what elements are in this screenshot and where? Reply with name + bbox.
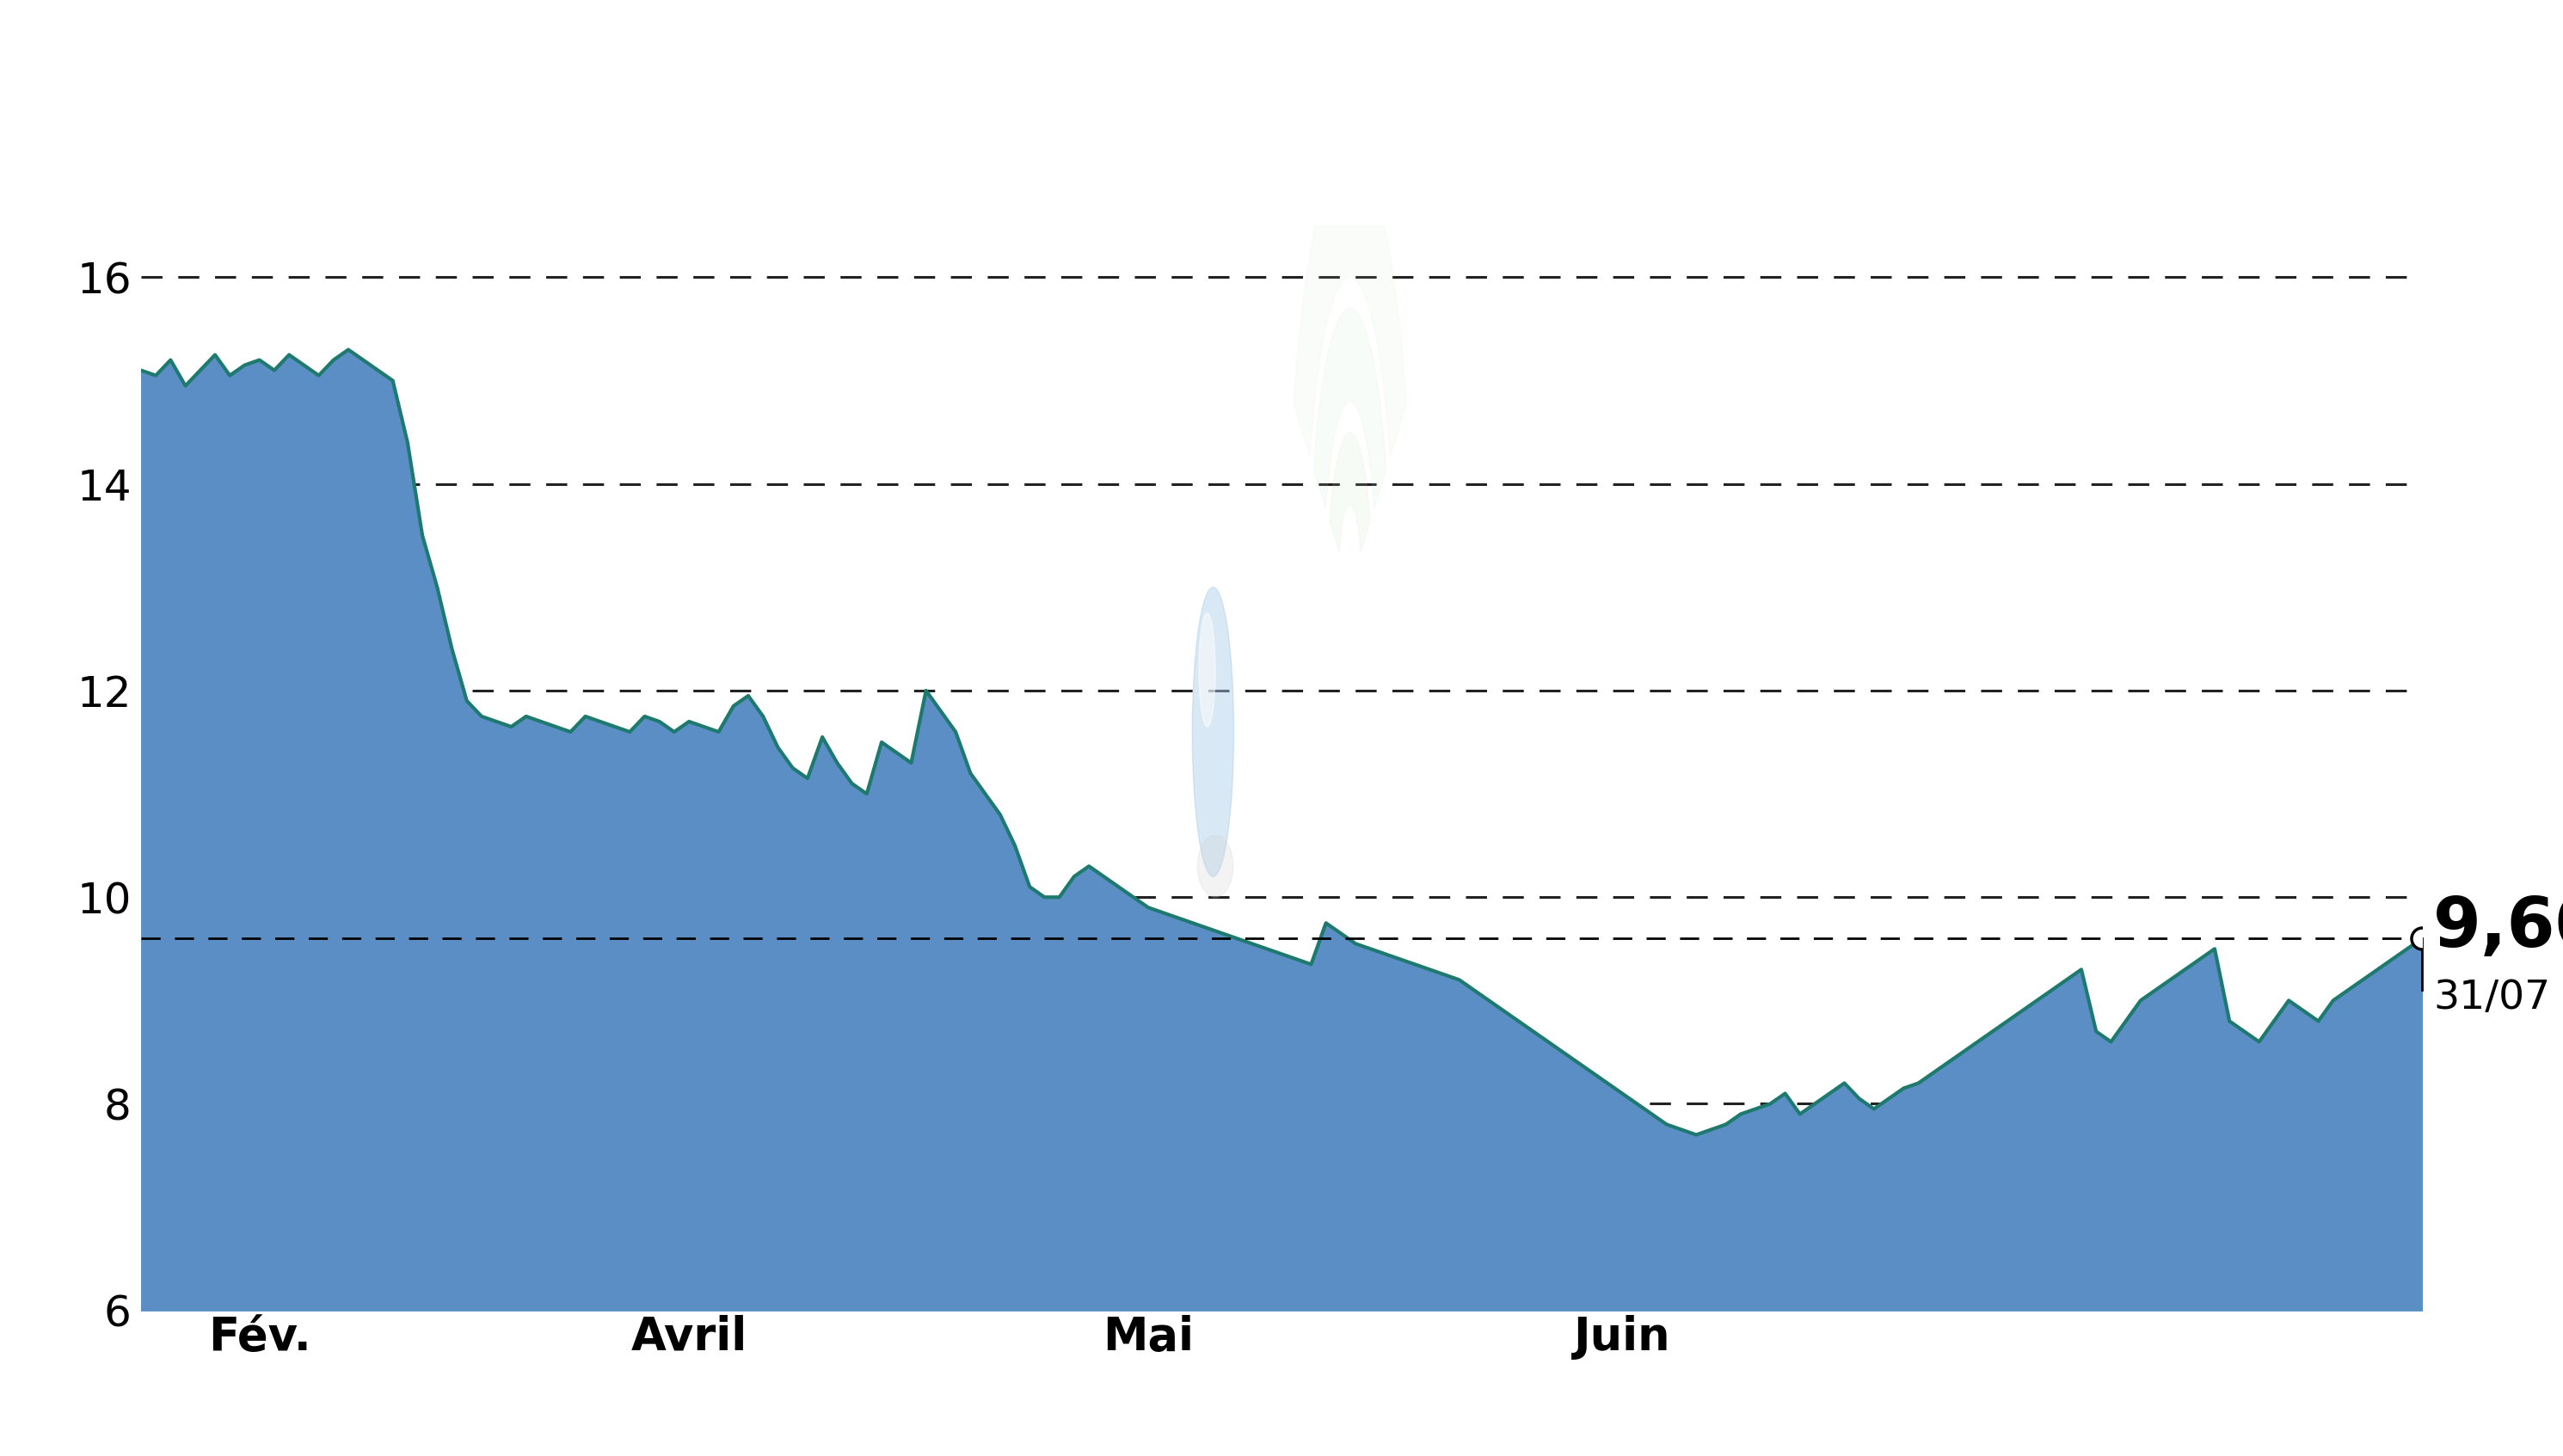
Text: 31/07: 31/07	[2432, 978, 2550, 1018]
Text: Issuer Direct Corporation: Issuer Direct Corporation	[600, 38, 1963, 130]
Wedge shape	[1315, 309, 1387, 508]
Wedge shape	[1294, 153, 1407, 456]
Circle shape	[1199, 613, 1215, 727]
Wedge shape	[1330, 432, 1371, 552]
Circle shape	[1192, 587, 1233, 877]
Text: 9,60: 9,60	[2432, 894, 2563, 961]
Ellipse shape	[1197, 836, 1233, 897]
